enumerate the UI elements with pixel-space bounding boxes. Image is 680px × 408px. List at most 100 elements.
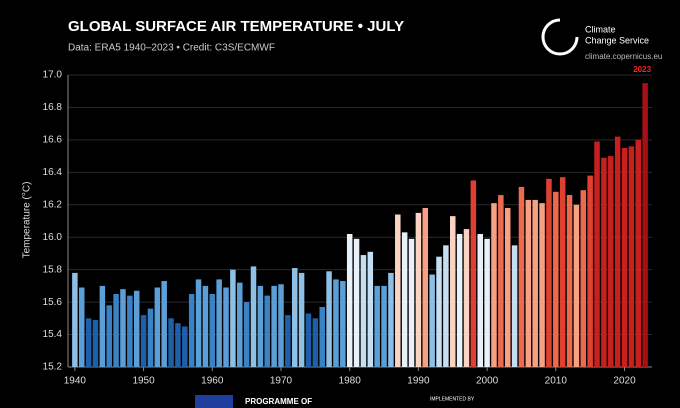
- bar: [85, 318, 92, 367]
- bar: [498, 195, 504, 367]
- bar: [518, 186, 525, 367]
- bar: [484, 238, 490, 367]
- bar: [621, 148, 628, 367]
- x-tick-label: 1970: [270, 376, 293, 387]
- bar: [278, 284, 284, 367]
- bar: [566, 195, 573, 367]
- footer-text: PROGRAMME OF: [245, 397, 312, 406]
- bar: [470, 180, 477, 367]
- bar: [415, 212, 422, 367]
- bar: [216, 279, 222, 367]
- bar: [642, 83, 648, 367]
- bar: [601, 157, 607, 367]
- y-tick-label: 16.2: [43, 199, 63, 210]
- y-tick-label: 15.8: [43, 264, 63, 275]
- x-tick-label: 2020: [613, 376, 636, 387]
- bar: [298, 272, 305, 367]
- x-tick-label: 1940: [64, 376, 87, 387]
- y-tick-label: 16.0: [43, 232, 63, 243]
- bar: [525, 199, 532, 367]
- bar: [553, 191, 559, 367]
- bar: [285, 315, 291, 367]
- bar: [429, 274, 435, 367]
- bar: [92, 319, 99, 367]
- bar: [422, 208, 429, 367]
- bar: [140, 315, 147, 367]
- bar: [360, 255, 367, 367]
- bar: [257, 285, 264, 367]
- bar: [450, 216, 456, 367]
- y-tick-label: 15.6: [43, 297, 63, 308]
- y-tick-label: 16.4: [43, 167, 63, 178]
- bar: [120, 289, 126, 367]
- bar: [559, 177, 566, 367]
- bar: [456, 233, 463, 367]
- y-tick-label: 16.8: [43, 102, 63, 113]
- bar: [635, 139, 642, 367]
- bar: [353, 238, 360, 367]
- bar: [340, 281, 346, 367]
- bar: [388, 272, 394, 367]
- bar: [614, 136, 621, 367]
- bar: [271, 285, 277, 367]
- bar: [594, 141, 600, 367]
- y-axis-label: Temperature (°C): [22, 182, 33, 259]
- bar: [401, 232, 408, 367]
- bar: [113, 294, 119, 367]
- bar: [99, 285, 106, 367]
- bar: [608, 156, 614, 367]
- bar: [333, 279, 339, 367]
- bar: [504, 208, 511, 367]
- bar: [539, 203, 545, 367]
- bar: [443, 245, 449, 367]
- bar: [532, 199, 538, 367]
- bar: [408, 238, 415, 367]
- bar: [230, 269, 236, 367]
- logo-text: Change Service: [585, 35, 649, 45]
- bar: [209, 294, 216, 367]
- logo-icon: [541, 18, 579, 56]
- bar: [326, 271, 332, 367]
- bar: [175, 323, 181, 367]
- bar: [436, 256, 442, 367]
- bar: [250, 266, 257, 367]
- bar: [195, 279, 202, 367]
- bar: [264, 295, 270, 367]
- bar: [72, 272, 78, 367]
- bar: [367, 251, 374, 367]
- bar: [202, 285, 209, 367]
- bar: [243, 302, 250, 367]
- bar: [78, 287, 85, 367]
- bar: [491, 203, 497, 367]
- chart-subtitle: Data: ERA5 1940–2023 • Credit: C3S/ECMWF: [68, 43, 275, 54]
- bar: [161, 281, 167, 367]
- logo-text: Climate: [585, 24, 616, 34]
- bar: [573, 204, 580, 367]
- bar: [628, 146, 635, 367]
- bar: [223, 287, 229, 367]
- bar: [127, 295, 133, 367]
- x-tick-label: 1960: [201, 376, 224, 387]
- bar: [346, 233, 353, 367]
- bar: [580, 190, 587, 367]
- bar: [374, 285, 380, 367]
- x-tick-label: 1980: [339, 376, 362, 387]
- bar: [587, 175, 593, 367]
- y-tick-label: 17.0: [43, 70, 63, 81]
- bar: [237, 282, 243, 367]
- y-tick-label: 16.6: [43, 135, 63, 146]
- x-tick-label: 1990: [407, 376, 430, 387]
- x-tick-label: 1950: [132, 376, 155, 387]
- bar: [511, 245, 518, 367]
- bar: [395, 214, 401, 367]
- bar: [188, 294, 195, 367]
- bar: [168, 318, 174, 367]
- bar: [154, 287, 161, 367]
- chart-title: GLOBAL SURFACE AIR TEMPERATURE • JULY: [68, 18, 404, 35]
- bar: [463, 229, 470, 367]
- bar: [319, 306, 325, 367]
- bar: [546, 178, 552, 367]
- bar: [291, 268, 298, 367]
- bar: [182, 326, 188, 367]
- x-tick-label: 2000: [476, 376, 499, 387]
